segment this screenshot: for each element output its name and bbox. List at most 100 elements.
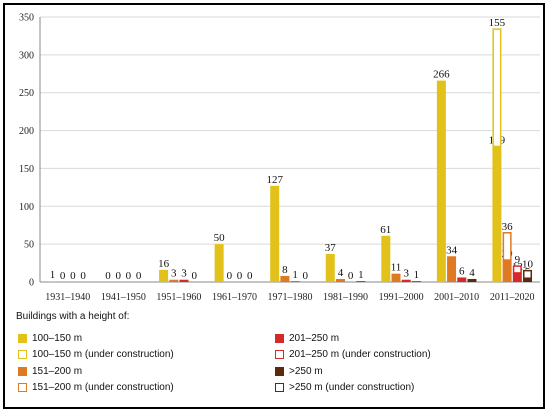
y-tick-label: 350 (19, 13, 34, 24)
legend-swatch (275, 350, 284, 359)
legend-swatch (18, 367, 27, 376)
bar (523, 278, 533, 282)
y-tick-label: 300 (19, 50, 34, 61)
data-label: 9 (515, 254, 521, 266)
data-label: 0 (136, 270, 142, 282)
data-label: 0 (115, 270, 121, 282)
bar (512, 272, 522, 282)
data-label: 50 (214, 232, 226, 244)
x-tick-label: 1981–1990 (323, 292, 368, 303)
legend-swatch (18, 334, 27, 343)
bar (492, 146, 502, 282)
data-label: 3 (403, 268, 409, 280)
x-tick-label: 2001–2010 (434, 292, 479, 303)
bar (436, 80, 446, 282)
data-label: 0 (237, 270, 243, 282)
data-label: 0 (80, 270, 86, 282)
legend-swatch (275, 367, 284, 376)
y-tick-label: 200 (19, 126, 34, 137)
bar (47, 281, 57, 282)
data-label: 16 (158, 258, 170, 270)
legend-item-201-250: 201–250 m (275, 333, 339, 344)
bar (280, 275, 290, 282)
data-label: 10 (522, 259, 534, 271)
bar (457, 277, 467, 282)
bar-under-construction (523, 269, 533, 279)
bar (325, 253, 335, 282)
x-tick-label: 1931–1940 (45, 292, 90, 303)
legend-item-151-200-uc: 151–200 m (under construction) (18, 382, 174, 393)
data-label: 0 (60, 270, 66, 282)
bar-under-construction (502, 232, 512, 261)
y-tick-label: 0 (29, 278, 34, 289)
legend-label: 201–250 m (289, 333, 340, 344)
bar (381, 235, 391, 282)
legend-label: >250 m (under construction) (289, 382, 415, 393)
data-label: 155 (489, 17, 506, 29)
bar (290, 281, 300, 282)
data-label: 1 (414, 269, 420, 281)
legend-label: 100–150 m (under construction) (32, 349, 174, 360)
bar (391, 273, 401, 282)
data-label: 34 (446, 244, 458, 256)
legend-label: 151–200 m (32, 366, 83, 377)
data-label: 1 (292, 269, 298, 281)
legend-item-250plus-uc: >250 m (under construction) (275, 382, 414, 393)
bar (502, 260, 512, 282)
data-label: 0 (191, 270, 197, 282)
data-label: 36 (502, 221, 514, 233)
x-tick-label: 1971–1980 (268, 292, 313, 303)
data-label: 0 (247, 270, 253, 282)
legend-label: 201–250 m (under construction) (289, 349, 431, 360)
legend-item-250plus: >250 m (275, 366, 323, 377)
legend-swatch (275, 383, 284, 392)
data-label: 0 (126, 270, 132, 282)
data-label: 127 (266, 174, 283, 186)
bar (159, 269, 169, 282)
data-label: 0 (303, 270, 309, 282)
bar (401, 279, 411, 282)
legend-swatch (18, 350, 27, 359)
bar (169, 279, 179, 282)
y-tick-label: 150 (19, 164, 34, 175)
y-tick-label: 250 (19, 88, 34, 99)
bar (179, 279, 189, 282)
data-label: 3 (171, 268, 177, 280)
legend-swatch (275, 334, 284, 343)
x-tick-label: 1991–2000 (379, 292, 424, 303)
bar (270, 185, 280, 282)
data-label: 8 (282, 264, 288, 276)
bar (447, 256, 457, 282)
x-tick-label: 2011–2020 (490, 292, 535, 303)
data-label: 0 (227, 270, 233, 282)
data-label: 4 (469, 267, 475, 279)
bar (467, 278, 477, 282)
data-label: 3 (181, 268, 187, 280)
data-label: 0 (105, 270, 111, 282)
data-label: 4 (338, 267, 344, 279)
legend-swatch (18, 383, 27, 392)
bar (214, 244, 224, 282)
data-label: 1 (50, 269, 56, 281)
data-label: 61 (380, 224, 391, 236)
data-label: 0 (348, 270, 354, 282)
bar (335, 278, 345, 282)
data-label: 0 (70, 270, 76, 282)
legend-item-151-200: 151–200 m (18, 366, 82, 377)
data-label: 37 (325, 242, 337, 254)
legend-item-100-150-uc: 100–150 m (under construction) (18, 349, 174, 360)
legend-label: >250 m (289, 366, 323, 377)
x-tick-label: 1941–1950 (101, 292, 146, 303)
bar (411, 281, 421, 282)
x-tick-label: 1961–1970 (212, 292, 257, 303)
y-tick-label: 50 (24, 240, 34, 251)
legend-label: 100–150 m (32, 333, 83, 344)
bar (356, 281, 366, 282)
y-tick-label: 100 (19, 202, 34, 213)
bar-under-construction (512, 265, 522, 274)
data-label: 1 (358, 269, 364, 281)
data-label: 266 (433, 69, 450, 81)
legend-item-201-250-uc: 201–250 m (under construction) (275, 349, 431, 360)
data-label: 11 (391, 262, 402, 274)
